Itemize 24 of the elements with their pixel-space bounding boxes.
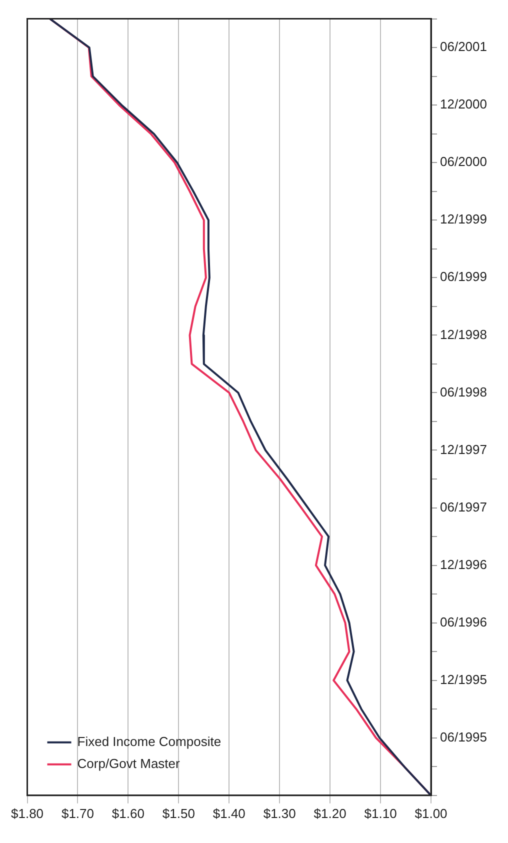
y-tick-label: 12/2000 — [440, 96, 488, 112]
y-tick-label: 12/1995 — [440, 672, 488, 687]
y-tick-label: 12/1998 — [440, 326, 488, 342]
y-tick-label: 06/2001 — [440, 39, 488, 54]
x-tick-label: $1.00 — [414, 806, 448, 821]
x-tick-label: $1.10 — [364, 806, 397, 821]
y-tick-label: 12/1997 — [440, 442, 488, 457]
x-tick-label: $1.80 — [10, 806, 44, 821]
x-tick-label: $1.20 — [314, 806, 346, 821]
legend-label: Corp/Govt Master — [77, 756, 181, 771]
y-tick-label: 06/1996 — [440, 614, 488, 630]
y-tick-label: 12/1996 — [440, 556, 488, 572]
y-tick-label: 06/1997 — [440, 499, 488, 514]
x-tick-label: $1.50 — [162, 806, 195, 821]
x-tick-label: $1.40 — [212, 806, 246, 821]
y-tick-label: 06/1998 — [440, 384, 488, 400]
legend-label: Fixed Income Composite — [77, 734, 222, 749]
x-tick-label: $1.30 — [263, 806, 296, 821]
x-tick-label: $1.70 — [61, 806, 94, 821]
y-tick-label: 06/1995 — [440, 729, 488, 744]
y-tick-label: 06/1999 — [440, 269, 488, 284]
y-tick-label: 06/2000 — [440, 154, 488, 170]
y-tick-label: 12/1999 — [440, 212, 488, 227]
x-tick-label: $1.60 — [112, 806, 144, 821]
